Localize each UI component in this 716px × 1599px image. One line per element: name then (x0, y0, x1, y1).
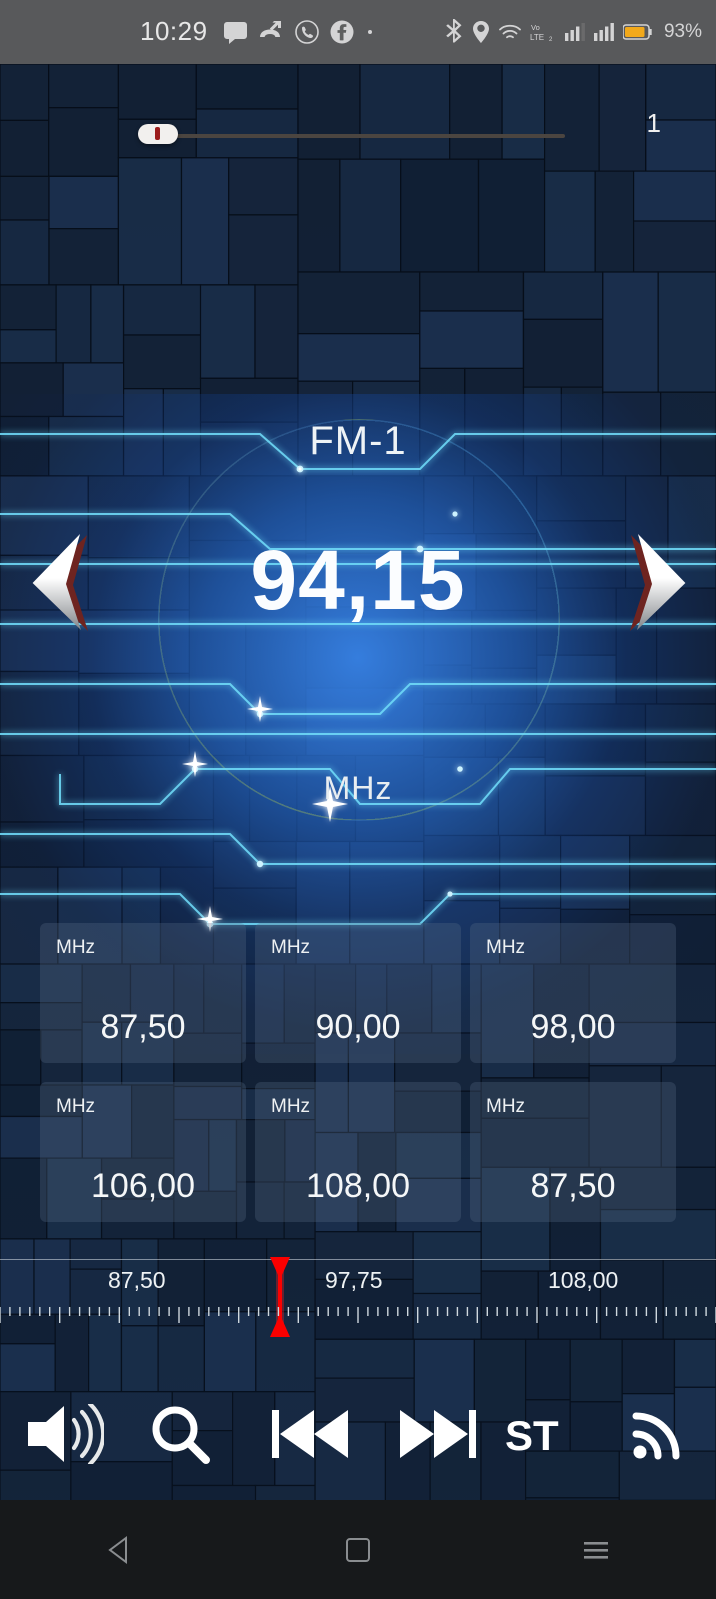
svg-text:Vo: Vo (531, 23, 540, 32)
svg-text:ST: ST (505, 1412, 559, 1459)
svg-text:LTE: LTE (530, 33, 544, 42)
svg-text:2: 2 (549, 37, 553, 43)
